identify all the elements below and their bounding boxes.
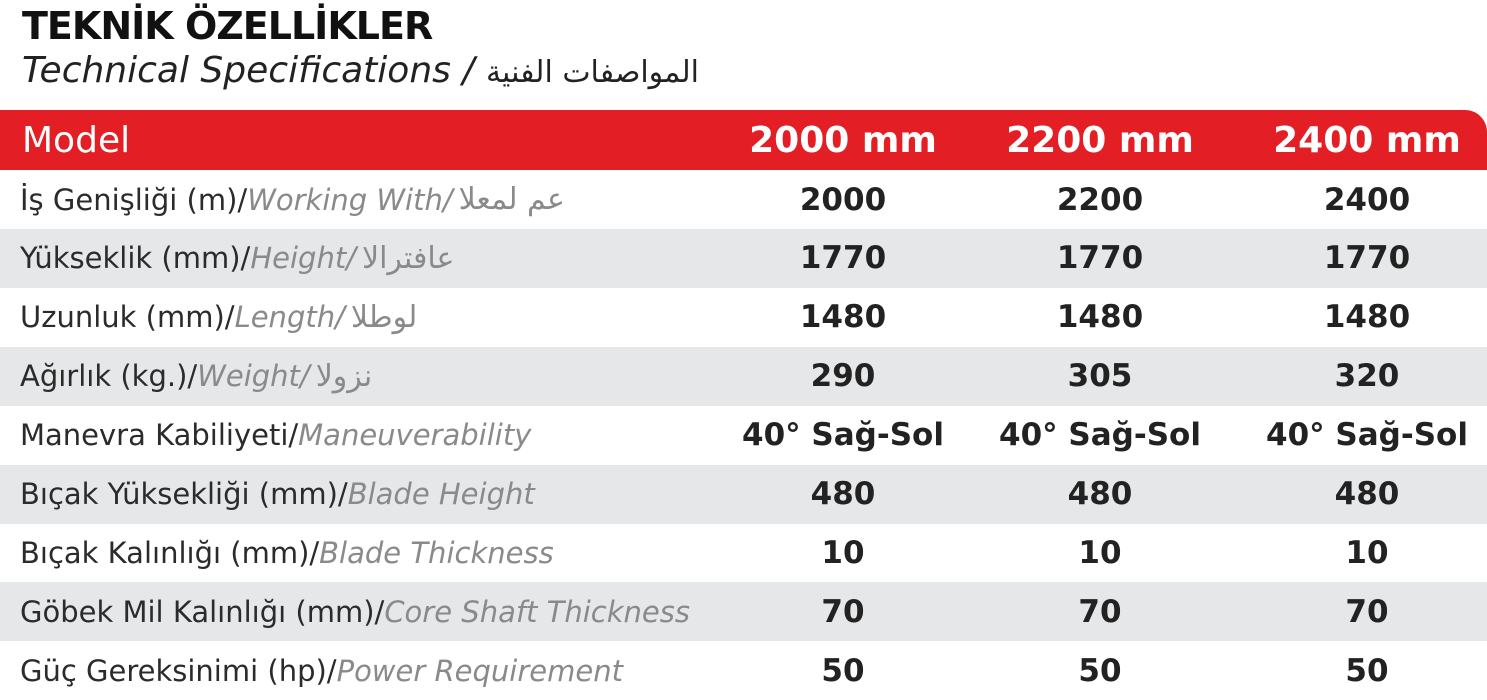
label-turkish: Ağırlık (kg.)/: [20, 359, 198, 394]
row-label: Ağırlık (kg.)/Weight/نزولا: [20, 347, 372, 406]
table-row: Güç Gereksinimi (hp)/Power Requirement 50…: [0, 641, 1487, 700]
label-turkish: İş Genişliği (m)/: [20, 182, 248, 217]
table-row: Bıçak Kalınlığı (mm)/Blade Thickness 10 10…: [0, 523, 1487, 582]
subtitle-line: Technical Specifications / المواصفات الف…: [22, 50, 699, 91]
label-english: Height/: [250, 241, 356, 276]
cell-value: 40° Sağ-Sol: [742, 417, 944, 454]
cell-value: 320: [1334, 358, 1400, 395]
cell-value: 2000: [799, 181, 887, 218]
label-arabic: لوطلا: [350, 299, 418, 335]
cell-value: 40° Sağ-Sol: [1266, 417, 1468, 454]
row-label: Uzunluk (mm)/Length/لوطلا: [20, 288, 417, 347]
cell-value: 1770: [799, 240, 887, 277]
cell-value: 70: [1078, 593, 1122, 630]
title: TEKNİK ÖZELLİKLER: [22, 4, 433, 48]
label-turkish: Yükseklik (mm)/: [20, 241, 251, 276]
label-turkish: Bıçak Yüksekliği (mm)/: [20, 477, 348, 511]
separator: /: [462, 50, 475, 91]
cell-value: 10: [821, 534, 865, 571]
column-header: Model: [22, 119, 131, 161]
label-arabic: عم لمعلا: [458, 182, 565, 217]
label-arabic: عافترالا: [361, 240, 455, 276]
cell-value: 1480: [799, 299, 887, 336]
label-english: Core Shaft Thickness: [384, 594, 690, 629]
table-row: İş Genişliği (m)/Working With/عم لمعلا 20…: [0, 170, 1487, 229]
table-row: Göbek Mil Kalınlığı (mm)/Core Shaft Thic…: [0, 582, 1487, 642]
row-label: Yükseklik (mm)/Height/عافترالا: [20, 229, 454, 288]
label-turkish: Bıçak Kalınlığı (mm)/: [20, 535, 320, 570]
cell-value: 480: [1067, 476, 1133, 512]
label-turkish: Manevra Kabiliyeti/: [20, 418, 299, 453]
label-english: Weight/: [197, 359, 310, 394]
label-turkish: Güç Gereksinimi (hp)/: [20, 653, 337, 688]
cell-value: 10: [1078, 534, 1122, 571]
cell-value: 1770: [1323, 240, 1411, 277]
label-english: Blade Height: [347, 477, 535, 511]
cell-value: 50: [821, 652, 865, 689]
label-english: Working With/: [247, 182, 453, 217]
column-header: 2400 mm: [1273, 119, 1461, 161]
row-label: Bıçak Kalınlığı (mm)/Blade Thickness: [20, 523, 554, 582]
cell-value: 2400: [1323, 181, 1411, 218]
cell-value: 1480: [1323, 299, 1411, 336]
label-english: Length/: [234, 300, 345, 335]
cell-value: 10: [1345, 534, 1389, 571]
row-label: Bıçak Yüksekliği (mm)/Blade Height: [20, 465, 535, 524]
label-english: Maneuverability: [298, 418, 532, 453]
row-label: Güç Gereksinimi (hp)/Power Requirement: [20, 641, 623, 700]
table-row: Bıçak Yüksekliği (mm)/Blade Height 480 480…: [0, 464, 1487, 524]
cell-value: 305: [1067, 358, 1133, 395]
table-row: Ağırlık (kg.)/Weight/نزولا 290 305 320: [0, 346, 1487, 406]
cell-value: 290: [810, 358, 876, 395]
table-header: Model 2000 mm 2200 mm 2400 mm: [0, 110, 1487, 170]
label-english: Power Requirement: [336, 653, 623, 688]
cell-value: 70: [1345, 593, 1389, 630]
row-label: Göbek Mil Kalınlığı (mm)/Core Shaft Thic…: [20, 582, 690, 641]
column-header: 2200 mm: [1006, 119, 1194, 161]
label-arabic: نزولا: [315, 358, 373, 394]
subtitle: Technical Specifications: [22, 50, 451, 91]
cell-value: 480: [1334, 476, 1400, 512]
table-row: Uzunluk (mm)/Length/لوطلا 1480 1480 1480: [0, 288, 1487, 347]
row-label: Manevra Kabiliyeti/Maneuverability: [20, 406, 531, 465]
label-turkish: Göbek Mil Kalınlığı (mm)/: [20, 594, 385, 629]
subtitle-arabic: المواصفات الفنية: [485, 55, 699, 90]
cell-value: 50: [1078, 652, 1122, 689]
table-row: Yükseklik (mm)/Height/عافترالا 1770 1770 17…: [0, 228, 1487, 288]
cell-value: 40° Sağ-Sol: [999, 417, 1201, 454]
cell-value: 1770: [1056, 240, 1144, 277]
column-header: 2000 mm: [749, 119, 937, 161]
table-row: Manevra Kabiliyeti/Maneuverability 40° Sa…: [0, 406, 1487, 465]
cell-value: 480: [810, 476, 876, 512]
cell-value: 1480: [1056, 299, 1144, 336]
cell-value: 50: [1345, 652, 1389, 689]
row-label: İş Genişliği (m)/Working With/عم لمعلا: [20, 170, 565, 229]
cell-value: 2200: [1056, 181, 1144, 218]
label-english: Blade Thickness: [319, 535, 554, 570]
label-turkish: Uzunluk (mm)/: [20, 300, 235, 335]
cell-value: 70: [821, 593, 865, 630]
